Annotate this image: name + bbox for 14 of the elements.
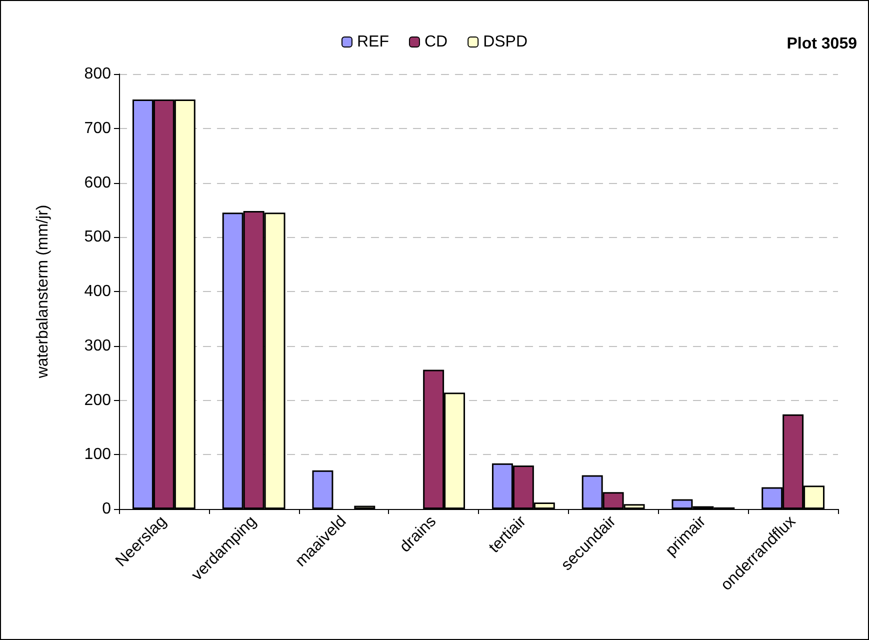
y-tick-label: 600: [84, 174, 112, 192]
y-tick-label: 500: [84, 228, 112, 246]
y-tick-label: 700: [84, 120, 112, 137]
y-axis-title: waterbalansterm (mm/jr): [34, 204, 52, 380]
y-tick-label: 200: [84, 392, 112, 409]
y-tick-label: 0: [102, 500, 112, 518]
legend-label: REF: [356, 34, 390, 50]
legend-label: DSPD: [483, 34, 528, 50]
y-tick-label: 300: [84, 337, 112, 354]
y-tick-label: 400: [84, 283, 112, 300]
y-tick-label: 800: [84, 66, 112, 82]
chart-title: Plot 3059: [786, 36, 858, 52]
y-tick-label: 100: [84, 446, 112, 464]
legend-label: CD: [424, 34, 448, 50]
